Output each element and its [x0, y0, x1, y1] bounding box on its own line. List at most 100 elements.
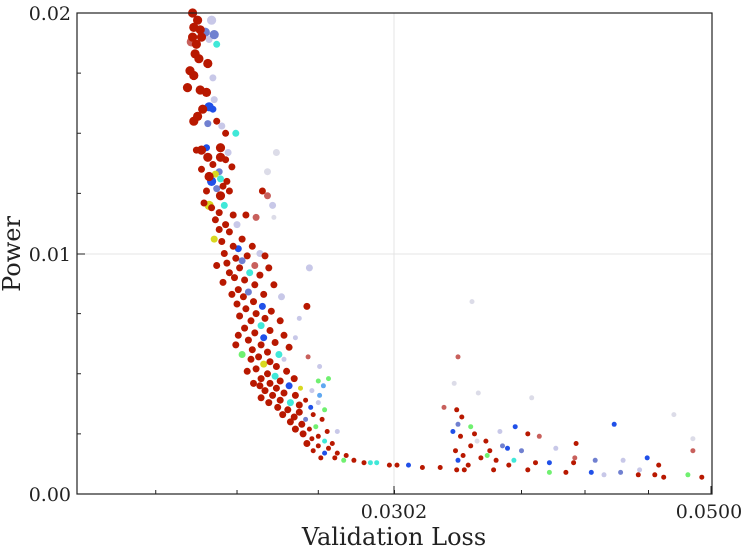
- data-point: [265, 264, 273, 272]
- data-point: [247, 317, 255, 325]
- data-point: [213, 262, 221, 269]
- data-point: [257, 341, 265, 349]
- data-point: [243, 367, 251, 375]
- data-point: [251, 262, 259, 269]
- data-point: [374, 460, 380, 466]
- data-point: [437, 465, 443, 470]
- data-point: [618, 469, 624, 475]
- data-point: [223, 259, 231, 267]
- data-point: [201, 87, 212, 97]
- data-point: [652, 472, 658, 478]
- data-point: [279, 411, 287, 419]
- data-point: [192, 146, 200, 154]
- data-point: [272, 363, 280, 370]
- data-point: [195, 25, 205, 35]
- data-point: [280, 389, 288, 397]
- data-point: [261, 387, 269, 395]
- data-point: [250, 298, 257, 306]
- data-point: [203, 187, 210, 195]
- data-point: [215, 209, 223, 217]
- data-point: [315, 378, 321, 384]
- data-point: [303, 397, 309, 403]
- data-point: [671, 412, 677, 418]
- data-point: [264, 370, 271, 378]
- data-point: [215, 143, 226, 153]
- data-point: [209, 161, 217, 168]
- data-point: [322, 450, 328, 456]
- data-point: [193, 15, 203, 25]
- data-point: [500, 443, 505, 449]
- data-point: [209, 29, 219, 40]
- data-point: [441, 404, 447, 410]
- data-point: [250, 379, 257, 387]
- data-point: [497, 429, 503, 434]
- data-point: [303, 416, 309, 422]
- data-point: [461, 467, 467, 473]
- data-point: [252, 213, 260, 221]
- data-point: [454, 467, 460, 473]
- data-point: [278, 293, 285, 301]
- data-point: [219, 278, 227, 286]
- data-point: [218, 238, 226, 245]
- data-point: [322, 438, 328, 444]
- data-point: [228, 163, 236, 171]
- data-point: [620, 457, 626, 463]
- data-point: [317, 392, 323, 398]
- data-point: [267, 307, 275, 315]
- data-point: [406, 462, 411, 468]
- data-point: [453, 448, 458, 454]
- minor-ticks: [77, 72, 649, 494]
- data-point: [251, 329, 259, 337]
- data-point: [188, 32, 198, 42]
- data-point: [483, 438, 489, 444]
- data-point: [458, 433, 463, 439]
- data-point: [315, 433, 321, 439]
- data-point: [455, 421, 461, 427]
- data-point: [291, 425, 299, 433]
- data-point: [525, 431, 531, 437]
- data-point: [280, 331, 288, 339]
- data-point: [611, 421, 617, 427]
- data-point: [233, 221, 241, 229]
- data-point: [207, 15, 217, 25]
- data-point: [309, 388, 315, 394]
- data-point: [305, 264, 313, 272]
- data-point: [203, 152, 213, 162]
- data-point: [209, 74, 217, 82]
- data-point: [690, 448, 696, 454]
- data-point: [238, 257, 246, 265]
- data-point: [315, 400, 321, 406]
- data-point: [213, 40, 221, 48]
- data-point: [563, 469, 569, 475]
- data-point: [298, 420, 306, 428]
- data-point: [320, 383, 326, 389]
- data-point: [455, 354, 461, 360]
- data-point: [290, 375, 298, 383]
- data-point: [215, 226, 223, 233]
- data-point: [324, 429, 330, 434]
- data-point: [296, 315, 302, 321]
- data-point: [309, 436, 315, 442]
- data-point: [367, 460, 373, 466]
- data-point: [361, 460, 367, 466]
- data-point: [601, 472, 607, 478]
- data-point: [468, 424, 474, 430]
- data-point: [276, 317, 284, 325]
- data-point: [546, 469, 552, 475]
- data-point: [572, 455, 578, 461]
- data-point: [222, 156, 230, 164]
- data-point: [231, 274, 238, 282]
- data-point: [256, 382, 264, 390]
- data-point: [271, 372, 279, 380]
- data-point: [491, 467, 497, 473]
- data-point: [203, 58, 213, 69]
- data-point: [286, 399, 294, 407]
- data-point: [246, 269, 254, 277]
- data-point: [218, 122, 226, 130]
- data-point: [198, 165, 205, 173]
- data-point: [474, 438, 480, 444]
- data-point: [571, 460, 577, 466]
- data-point: [260, 360, 268, 368]
- data-point: [329, 441, 335, 446]
- data-point: [306, 426, 312, 432]
